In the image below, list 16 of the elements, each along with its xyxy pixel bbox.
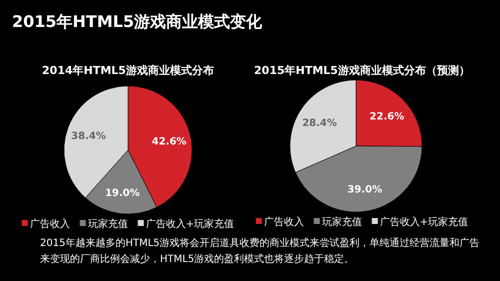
data-label: 39.0%: [347, 184, 382, 196]
legend-label: 玩家充值: [322, 216, 362, 228]
data-label: 42.6%: [152, 136, 186, 148]
legend-label: 广告收入+玩家充值: [146, 218, 234, 230]
data-label: 19.0%: [105, 188, 140, 199]
data-label: 38.4%: [71, 130, 106, 142]
chart-title: 2014年HTML5游戏商业模式分布: [42, 64, 214, 77]
chart-title: 2015年HTML5游戏商业模式分布（预测）: [254, 64, 470, 77]
legend-label: 玩家充值: [88, 218, 128, 230]
text: 2015年HTML5游戏商业模式变化: [12, 12, 264, 31]
legend-label: 广告收入: [264, 216, 304, 228]
legend-label: 广告收入+玩家充值: [380, 216, 468, 228]
data-label: 22.6%: [370, 111, 404, 122]
legend-label: 广告收入: [30, 218, 70, 230]
text: 2015年越来越多的HTML5游戏将会开启道具收费的商业模式来尝试盈利，单纯通过经营流量和广告来变现的厂商比例会减少，HTML5游戏的盈利模式也将逐步趋于稳定。: [40, 236, 480, 267]
data-label: 28.4%: [302, 118, 337, 130]
